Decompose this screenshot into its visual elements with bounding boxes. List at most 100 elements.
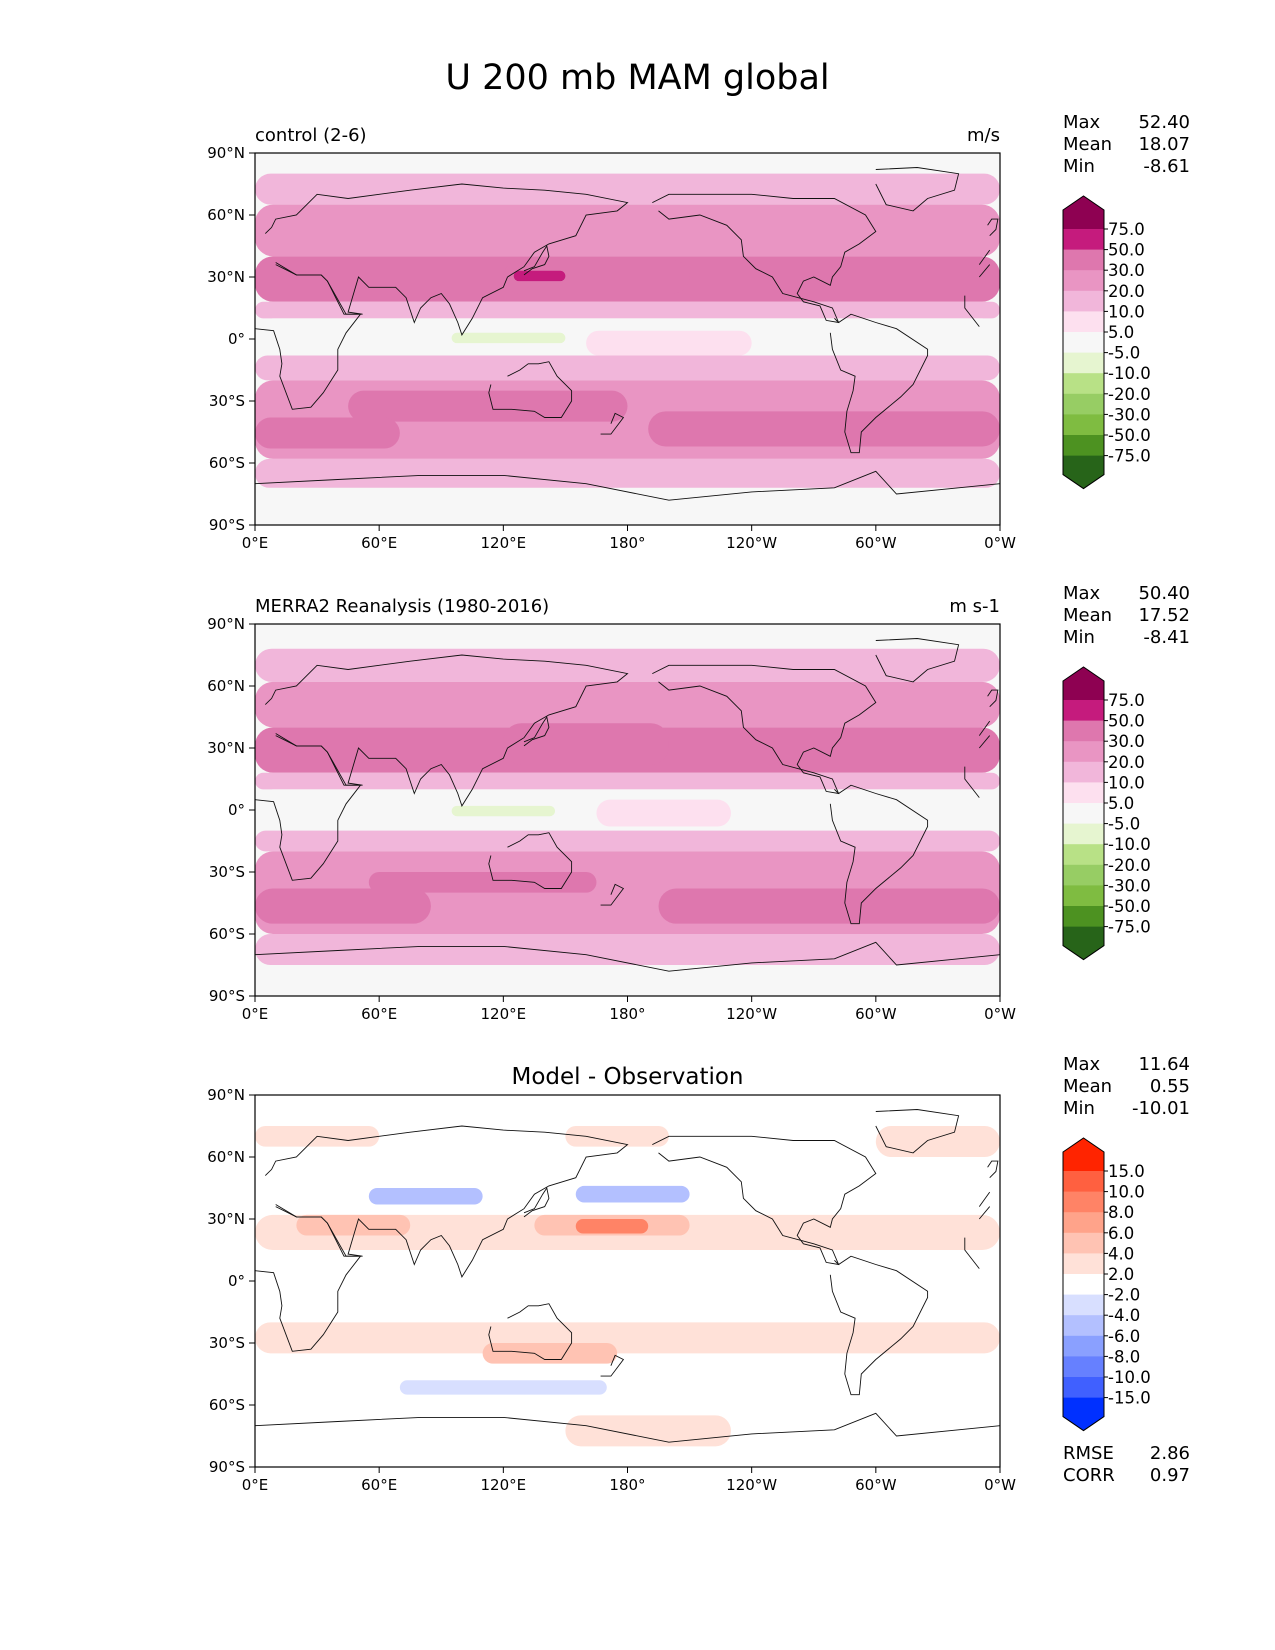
colorbar-tick-label: -15.0 — [1108, 1389, 1151, 1408]
contour-band-2 — [255, 681, 1000, 728]
coastline-2 — [255, 1204, 991, 1352]
coastline-8 — [600, 883, 625, 906]
lon-tick-label: 0°E — [242, 1476, 269, 1494]
coastline-1 — [264, 1125, 991, 1278]
lat-tick-label: 60°S — [209, 454, 245, 472]
colorbar-segment — [1063, 1377, 1104, 1399]
stat-label: Max — [1063, 1054, 1101, 1075]
colorbar: 15.0 10.08.0 6.04.0 2.0 -2.0-4.0 -6.0-8.0 -10.… — [1062, 1137, 1151, 1432]
coastline-6 — [131, 168, 214, 211]
coastline-5 — [829, 784, 929, 925]
colorbar-segment — [1063, 885, 1104, 907]
coastline-3 — [488, 832, 573, 889]
coastline-7 — [255, 954, 256, 956]
lon-tick-label: 0°W — [984, 534, 1016, 552]
coastline-7 — [999, 1425, 1000, 1426]
colorbar-segment — [1063, 1315, 1104, 1337]
colorbar-segment — [1063, 373, 1104, 395]
colorbar-tick-label: -5.0 — [1108, 815, 1140, 834]
colorbar-tick-label: 10.0 — [1108, 773, 1145, 792]
colorbar-extend-min — [1063, 455, 1104, 489]
colorbar-tick-label: -30.0 — [1108, 405, 1151, 424]
colorbar-tick-label: 75.0 — [1108, 691, 1145, 710]
lon-tick-label: 120°W — [726, 534, 777, 552]
contour-band-12 — [503, 723, 669, 765]
contour-band-1 — [255, 173, 1000, 205]
contour-band-4 — [255, 772, 1000, 790]
contour-band-9 — [255, 417, 400, 449]
map-panel-2: 90°N 60°N 30°N 0° 30°S 60°S 90°S0°E 60°E 120°E 18… — [207, 583, 1190, 1023]
lat-tick-label: 60°S — [209, 1396, 245, 1414]
lon-tick-label: 0°E — [242, 1005, 269, 1023]
coastline-4 — [652, 1135, 877, 1266]
colorbar-tick-label: -10.0 — [1108, 835, 1151, 854]
colorbar-segment — [1063, 332, 1104, 354]
contour-band-11 — [255, 458, 1000, 488]
colorbar-segment — [1063, 352, 1104, 374]
lat-tick-label: 0° — [228, 330, 245, 348]
coastline-7 — [999, 483, 1000, 484]
coastline-5 — [85, 314, 182, 453]
contour-band-19 — [565, 1415, 731, 1447]
lon-tick-label: 120°E — [481, 1476, 527, 1494]
field-contours — [255, 1126, 1000, 1447]
metric-value: 0.97 — [1150, 1465, 1190, 1486]
colorbar-tick-label: -20.0 — [1108, 856, 1151, 875]
figure-title: U 200 mb MAM global — [445, 58, 830, 98]
panel-units: m s-1 — [949, 596, 1000, 617]
contour-band-13 — [255, 1260, 1000, 1302]
contour-band-8 — [348, 390, 628, 422]
colorbar-segment — [1063, 414, 1104, 436]
lon-tick-label: 60°E — [361, 534, 397, 552]
coastlines — [85, 167, 1275, 501]
colorbar-segment — [1063, 864, 1104, 886]
coastline-4 — [0, 1136, 131, 1264]
colorbar-extend-max — [1063, 1138, 1104, 1171]
stat-value: 18.07 — [1138, 134, 1190, 155]
stat-label: Mean — [1063, 605, 1112, 626]
coastline-9 — [523, 244, 550, 276]
coastline-9 — [1269, 246, 1275, 275]
colorbar-tick-label: 50.0 — [1108, 241, 1145, 260]
lat-tick-label: 0° — [228, 1272, 245, 1290]
colorbar-tick-label: 8.0 — [1108, 1203, 1134, 1222]
stat-value: 11.64 — [1138, 1054, 1190, 1075]
colorbar-segment — [1063, 1212, 1104, 1234]
colorbar-tick-label: 30.0 — [1108, 732, 1145, 751]
colorbar-tick-label: 5.0 — [1108, 794, 1134, 813]
contour-band-2 — [565, 1126, 669, 1147]
colorbar-segment — [1063, 823, 1104, 845]
colorbar-outline — [1062, 195, 1105, 490]
coastline-5 — [85, 1256, 182, 1395]
coastline-9 — [523, 1186, 550, 1218]
coastline-7 — [255, 941, 1000, 972]
lon-tick-label: 180° — [609, 534, 645, 552]
colorbar-segment — [1063, 906, 1104, 928]
contour-band-18 — [399, 1380, 607, 1395]
contour-band-6 — [255, 355, 1000, 381]
coastline-4 — [652, 193, 877, 324]
colorbar-tick-label: 50.0 — [1108, 712, 1145, 731]
lon-tick-label: 60°W — [855, 534, 897, 552]
contour-band-8 — [368, 872, 597, 893]
stat-label: Min — [1063, 156, 1095, 177]
coastline-2 — [255, 733, 991, 881]
coastline-6 — [875, 167, 960, 212]
stat-label: Mean — [1063, 134, 1112, 155]
coastline-7 — [255, 483, 256, 485]
stat-label: Mean — [1063, 1076, 1112, 1097]
lon-tick-label: 180° — [609, 1005, 645, 1023]
lat-tick-label: 30°N — [207, 268, 245, 286]
lat-tick-label: 30°S — [209, 1334, 245, 1352]
colorbar-segment — [1063, 1253, 1104, 1275]
colorbar-tick-label: 15.0 — [1108, 1162, 1145, 1181]
lat-tick-label: 30°S — [209, 392, 245, 410]
metric-value: 2.86 — [1150, 1443, 1190, 1464]
colorbar-segment — [1063, 761, 1104, 783]
colorbar-extend-max — [1063, 667, 1104, 700]
coastline-7 — [255, 470, 1000, 501]
lat-tick-label: 90°S — [209, 987, 245, 1005]
colorbar-segment — [1063, 270, 1104, 292]
